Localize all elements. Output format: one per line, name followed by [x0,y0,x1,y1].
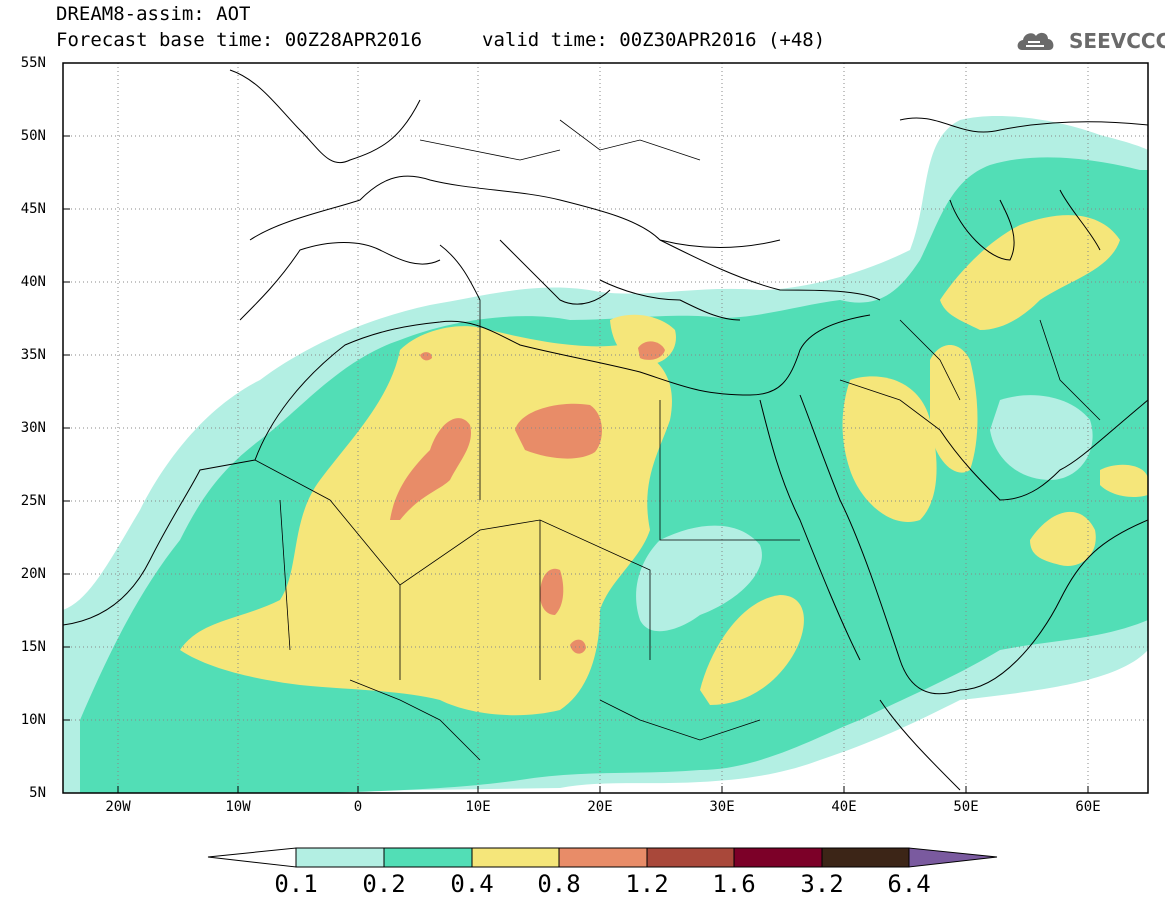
lat-tick-label: 35N [20,347,46,363]
colorbar-label: 3.2 [800,870,844,898]
colorbar-box-4 [558,847,648,868]
lon-tick-label: 50E [953,799,979,815]
aot-band-0.8-morocco [420,352,432,361]
colorbar-label: 1.2 [625,870,669,898]
aot-band-0.8-crete [638,341,665,360]
aot-hole-egypt [636,525,762,632]
colorbar-box-6 [733,847,823,868]
colorbar-box-5 [646,847,735,868]
aot-band-0.4-caspian [940,215,1120,330]
lon-tick-label: 20E [587,799,613,815]
aot-band-0.8-algeria [390,418,471,520]
lon-tick-label: 20W [105,799,131,815]
lat-tick-label: 40N [20,274,46,290]
cloud-logo-icon [1017,32,1054,50]
colorbar-box-3 [471,847,560,868]
colorbar-label: 0.2 [362,870,406,898]
valid-time: valid time: 00Z30APR2016 (+48) [482,29,826,51]
aot-band-0.4-sudan [700,595,804,705]
aot-band-0.8-chad [540,568,564,615]
lon-tick-label: 0 [353,799,363,815]
map-grid [63,63,1148,793]
lon-tick-label: 30E [709,799,735,815]
colorbar-label: 0.4 [450,870,494,898]
lat-tick-label: 45N [20,201,46,217]
colorbar-box-7 [821,847,910,868]
colorbar-label: 1.6 [712,870,756,898]
coastlines [63,69,1148,791]
aot-band-0.4-pakistan [1100,464,1148,497]
lat-tick-label: 25N [20,493,46,509]
lon-tick-label: 10E [465,799,491,815]
country-borders [254,119,1101,761]
aot-band-0.4-arabia [842,376,937,522]
aot-band-0.4-oman [1030,511,1096,566]
lon-tick-label: 60E [1075,799,1101,815]
colorbar-label: 0.1 [274,870,318,898]
aot-band-0.8-libya [515,403,602,459]
aot-band-0.8-chad2 [570,639,586,654]
lat-tick-label: 50N [20,128,46,144]
aot-band-0.4-iran [930,345,978,473]
lat-tick-label: 55N [20,55,46,71]
colorbar-box-1 [295,847,385,868]
aot-shading [63,116,1148,793]
logo-text: SEEVCCC [1069,29,1165,53]
axis-ticks [63,135,1089,793]
forecast-base-time: Forecast base time: 00Z28APR2016 [56,29,423,51]
lon-tick-label: 40E [831,799,857,815]
aot-hole-arabia [990,395,1093,480]
lon-tick-label: 10W [225,799,251,815]
lat-tick-label: 15N [20,639,46,655]
colorbar-box-2 [383,847,473,868]
colorbar-low-arrow [207,847,297,868]
lat-tick-label: 30N [20,420,46,436]
lat-tick-label: 20N [20,566,46,582]
colorbar [207,847,998,868]
colorbar-label: 0.8 [537,870,581,898]
colorbar-high-arrow [908,847,998,868]
map-title: DREAM8-assim: AOT [56,3,251,25]
lat-tick-label: 10N [20,712,46,728]
lat-tick-label: 5N [29,785,46,801]
colorbar-label: 6.4 [887,870,931,898]
